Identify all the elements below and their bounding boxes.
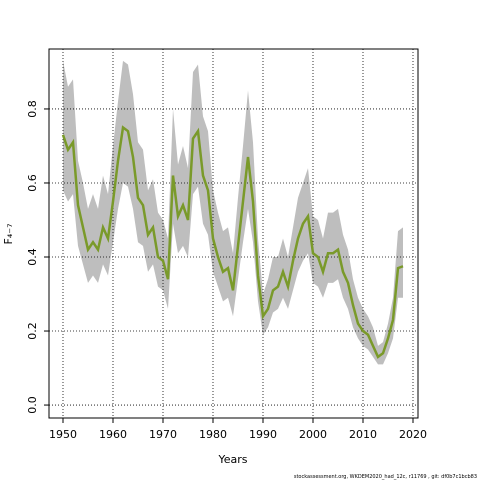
y-axis-label: F₄₋₇ <box>2 224 15 245</box>
confidence-band <box>63 60 403 365</box>
x-tick-label: 2000 <box>299 428 327 441</box>
x-tick-label: 1960 <box>99 428 127 441</box>
y-tick-label: 0.6 <box>26 174 39 192</box>
plot-frame <box>48 48 419 419</box>
x-tick-label: 1980 <box>199 428 227 441</box>
y-tick-label: 0.8 <box>26 100 39 118</box>
x-tick-label: 2020 <box>399 428 427 441</box>
y-tick-label: 0.4 <box>26 248 39 266</box>
x-axis-label: Years <box>217 453 247 466</box>
y-tick-label: 0.2 <box>26 322 39 340</box>
x-tick-label: 2010 <box>349 428 377 441</box>
footnote: stockassessment.org, WKDEM2020_had_12c, … <box>294 474 477 480</box>
series-line <box>61 125 404 359</box>
y-tick-label: 0.0 <box>26 396 39 414</box>
x-tick-label: 1950 <box>49 428 77 441</box>
x-tick-label: 1970 <box>149 428 177 441</box>
x-tick-label: 1990 <box>249 428 277 441</box>
